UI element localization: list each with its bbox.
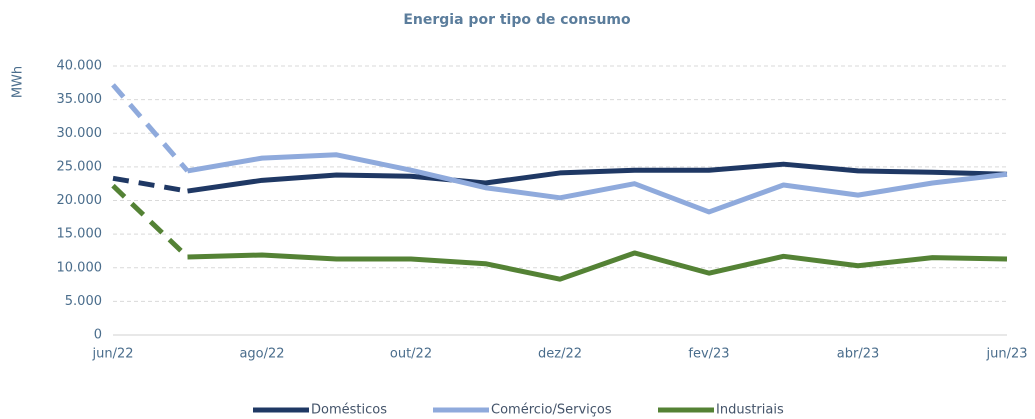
x-tick-label: jun/22 (91, 347, 133, 362)
x-tick-label: dez/22 (538, 347, 582, 362)
legend-text: Industriais (716, 403, 784, 418)
y-axis-label: MWh (11, 66, 26, 98)
x-tick-label: out/22 (390, 347, 432, 362)
x-tick-label: abr/23 (837, 347, 880, 362)
series-line (111, 183, 190, 259)
y-tick-label: 20.000 (57, 193, 103, 208)
y-tick-label: 10.000 (57, 260, 103, 275)
legend-text: Domésticos (311, 403, 387, 418)
series-line (187, 161, 1008, 194)
y-tick-label: 25.000 (57, 159, 103, 174)
y-tick-label: 0 (94, 328, 102, 343)
y-tick-label: 40.000 (57, 59, 103, 74)
legend-text: Comércio/Serviços (491, 403, 612, 418)
x-tick-label: fev/23 (688, 347, 729, 362)
y-tick-label: 5.000 (65, 294, 102, 309)
series-line (187, 250, 1008, 282)
series-line (187, 152, 1008, 215)
chart-title: Energia por tipo de consumo (403, 12, 631, 28)
y-tick-label: 15.000 (57, 227, 103, 242)
x-tick-label: jun/23 (985, 347, 1027, 362)
y-tick-label: 35.000 (57, 92, 103, 107)
series-line (112, 175, 188, 194)
x-tick-label: ago/22 (239, 347, 284, 362)
series-line (111, 83, 190, 173)
y-tick-label: 30.000 (57, 126, 103, 141)
